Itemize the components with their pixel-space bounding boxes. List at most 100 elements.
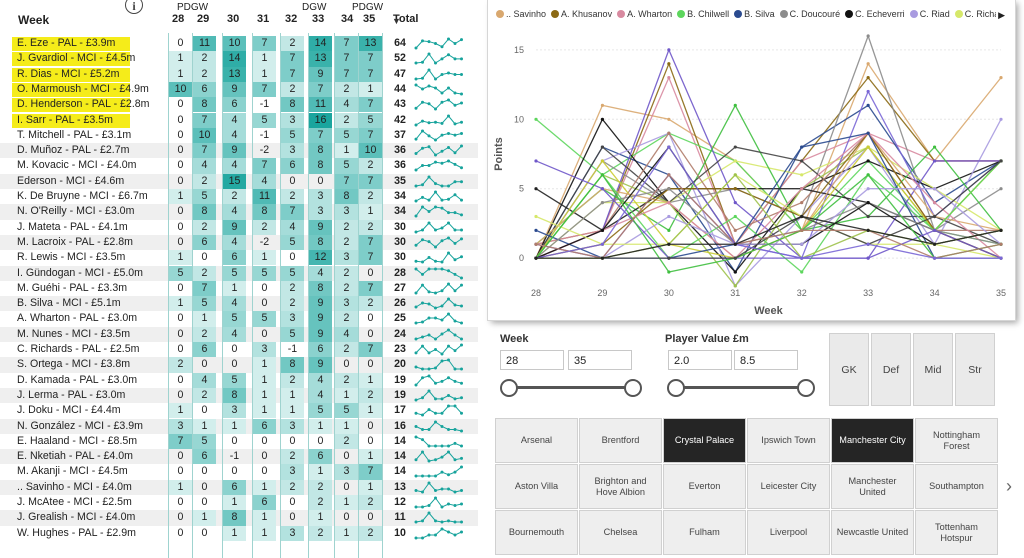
legend-item[interactable]: C. Echeverri <box>845 9 905 19</box>
week-header-34[interactable]: 34 <box>341 13 354 25</box>
table-row[interactable]: I. Gündogan - MCI - £5.0m 5 2 5 5 5 4 2 0 28 <box>0 265 478 281</box>
team-button-southampton[interactable]: Southampton <box>915 464 998 509</box>
sparkline <box>414 251 463 264</box>
points-cell-w30: 4 <box>223 326 246 342</box>
team-button-aston-villa[interactable]: Aston Villa <box>495 464 578 509</box>
week-header-32[interactable]: 32 <box>285 13 298 25</box>
table-row[interactable]: C. Richards - PAL - £2.5m 0 6 0 3 -1 6 2 7 23 <box>0 342 478 358</box>
legend-item[interactable]: B. Chilwell <box>677 9 729 19</box>
total-column-header[interactable]: Total <box>393 13 419 25</box>
table-row[interactable]: W. Hughes - PAL - £2.9m 0 0 1 1 3 2 1 2 10 <box>0 525 478 541</box>
table-row[interactable]: J. Mateta - PAL - £4.1m 0 2 9 2 4 9 2 2 30 <box>0 219 478 235</box>
legend-item[interactable]: A. Khusanov <box>551 9 612 19</box>
table-row[interactable]: R. Lewis - MCI - £3.5m 1 0 6 1 0 12 3 7 30 <box>0 250 478 266</box>
team-button-brentford[interactable]: Brentford <box>579 418 662 463</box>
series-point <box>733 270 737 274</box>
series-point <box>600 159 605 163</box>
table-row[interactable]: I. Sarr - PAL - £3.5m 0 7 4 5 3 16 2 5 42 <box>0 112 478 128</box>
week-header-31[interactable]: 31 <box>257 13 270 25</box>
table-row[interactable]: O. Marmoush - MCI - £4.9m 10 6 9 7 2 7 2 1 44 <box>0 81 478 98</box>
value-min-input[interactable]: 2.0 <box>668 350 732 370</box>
legend-item[interactable]: C. Riad <box>909 9 950 19</box>
sparkline-point <box>440 184 444 188</box>
team-button-chelsea[interactable]: Chelsea <box>579 510 662 555</box>
table-row[interactable]: J. Lerma - PAL - £3.0m 0 2 8 1 1 4 1 2 19 <box>0 387 478 404</box>
legend-next-icon[interactable]: ▶ <box>998 10 1005 20</box>
week-slider-min-handle[interactable] <box>500 379 518 397</box>
value-slider-max-handle[interactable] <box>797 379 815 397</box>
team-button-manchester-city[interactable]: Manchester City <box>831 418 914 463</box>
team-button-ipswich-town[interactable]: Ipswich Town <box>747 418 830 463</box>
table-row[interactable]: E. Haaland - MCI - £8.5m 7 5 0 0 0 0 2 0 14 <box>0 433 478 450</box>
week-slider-max-handle[interactable] <box>624 379 642 397</box>
table-row[interactable]: B. Silva - MCI - £5.1m 1 5 4 0 2 9 3 2 26 <box>0 296 478 312</box>
position-def-button[interactable]: Def <box>871 333 911 406</box>
team-button-fulham[interactable]: Fulham <box>663 510 746 555</box>
sparkline-point <box>460 457 463 461</box>
team-button-manchester-united[interactable]: Manchester United <box>831 464 914 509</box>
table-row[interactable]: .. Savinho - MCI - £4.0m 1 0 6 1 2 2 0 1 13 <box>0 479 478 495</box>
position-mid-button[interactable]: Mid <box>913 333 953 406</box>
table-row[interactable]: J. McAtee - MCI - £2.5m 0 0 1 6 0 2 1 2 12 <box>0 495 478 511</box>
legend-item[interactable]: C. Doucouré <box>779 9 840 19</box>
series-point <box>733 256 737 260</box>
table-row[interactable]: Ederson - MCI - £4.6m 0 2 15 4 0 0 7 7 35 <box>0 173 478 189</box>
table-row[interactable]: E. Eze - PAL - £3.9m 0 11 10 7 2 14 7 13 64 <box>0 36 478 52</box>
points-cell-w33: 6 <box>309 342 332 358</box>
chevron-right-icon[interactable]: › <box>1006 476 1012 496</box>
team-button-bournemouth[interactable]: Bournemouth <box>495 510 578 555</box>
team-button-liverpool[interactable]: Liverpool <box>747 510 830 555</box>
table-row[interactable]: D. Henderson - PAL - £2.8m 0 8 6 -1 8 11 4 7 43 <box>0 97 478 113</box>
team-button-newcastle-united[interactable]: Newcastle United <box>831 510 914 555</box>
week-max-input[interactable]: 35 <box>568 350 632 370</box>
points-cell-w28: 1 <box>169 296 192 312</box>
table-row[interactable]: N. González - MCI - £3.9m 3 1 1 6 3 1 1 0 16 <box>0 418 478 434</box>
week-min-input[interactable]: 28 <box>500 350 564 370</box>
week-header-29[interactable]: 29 <box>197 13 210 25</box>
table-row[interactable]: J. Doku - MCI - £4.4m 1 0 3 1 1 5 5 1 17 <box>0 403 478 419</box>
week-header-28[interactable]: 28 <box>172 13 185 25</box>
week-header-30[interactable]: 30 <box>227 13 240 25</box>
table-row[interactable]: N. O'Reilly - MCI - £3.0m 0 8 4 8 7 3 3 1 34 <box>0 204 478 220</box>
table-row[interactable]: M. Guéhi - PAL - £3.3m 0 7 1 0 2 8 2 7 27 <box>0 280 478 297</box>
value-slider-track[interactable] <box>676 386 806 389</box>
team-button-leicester-city[interactable]: Leicester City <box>747 464 830 509</box>
team-button-tottenham-hotspur[interactable]: Tottenham Hotspur <box>915 510 998 555</box>
table-row[interactable]: R. Dias - MCI - £5.2m 1 2 13 1 7 9 7 7 47 <box>0 66 478 82</box>
team-button-crystal-palace[interactable]: Crystal Palace <box>663 418 746 463</box>
table-row[interactable]: K. De Bruyne - MCI - £6.7m 1 5 2 11 2 3 8 2 34 <box>0 189 478 205</box>
table-row[interactable]: T. Mitchell - PAL - £3.1m 0 10 4 -1 5 7 5 7 37 <box>0 127 478 144</box>
table-row[interactable]: J. Grealish - MCI - £4.0m 0 1 8 1 0 1 0 0 11 <box>0 510 478 526</box>
table-row[interactable]: D. Muñoz - PAL - £2.7m 0 7 9 -2 3 8 1 10 36 <box>0 143 478 159</box>
legend-item[interactable]: A. Wharton <box>617 9 672 19</box>
table-row[interactable]: J. Gvardiol - MCI - £4.5m 1 2 14 1 7 13 7 7 52 <box>0 51 478 67</box>
team-button-everton[interactable]: Everton <box>663 464 746 509</box>
value-max-input[interactable]: 8.5 <box>734 350 798 370</box>
table-row[interactable]: M. Lacroix - PAL - £2.8m 0 6 4 -2 5 8 2 7 30 <box>0 234 478 251</box>
player-name: J. Doku - MCI - £4.4m <box>17 404 121 417</box>
table-row[interactable]: M. Akanji - MCI - £4.5m 0 0 0 0 3 1 3 7 14 <box>0 464 478 480</box>
legend-item[interactable]: .. Savinho <box>496 9 546 19</box>
value-slider-min-handle[interactable] <box>667 379 685 397</box>
sparkline-point <box>427 316 431 320</box>
position-str-button[interactable]: Str <box>955 333 995 406</box>
table-row[interactable]: D. Kamada - PAL - £3.0m 0 4 5 1 2 4 2 1 19 <box>0 372 478 388</box>
week-header-35[interactable]: 35 <box>363 13 376 25</box>
legend-item[interactable]: B. Silva <box>734 9 775 19</box>
info-icon[interactable]: i <box>125 0 143 14</box>
table-row[interactable]: M. Nunes - MCI - £3.5m 0 2 4 0 5 9 4 0 24 <box>0 326 478 342</box>
legend-item[interactable]: C. Richards <box>954 9 996 19</box>
sparkline-point <box>414 230 418 234</box>
team-button-brighton-and-hove-albion[interactable]: Brighton and Hove Albion <box>579 464 662 509</box>
points-cell-w32: 5 <box>281 234 304 251</box>
week-column-header[interactable]: Week <box>18 13 50 27</box>
table-row[interactable]: A. Wharton - PAL - £3.0m 0 1 5 5 3 9 2 0 25 <box>0 311 478 327</box>
team-button-nottingham-forest[interactable]: Nottingham Forest <box>915 418 998 463</box>
team-button-arsenal[interactable]: Arsenal <box>495 418 578 463</box>
week-header-33[interactable]: 33 <box>312 13 325 25</box>
table-row[interactable]: S. Ortega - MCI - £3.8m 2 0 0 1 8 9 0 0 20 <box>0 357 478 373</box>
table-row[interactable]: E. Nketiah - PAL - £4.0m 0 6 -1 0 2 6 0 1 14 <box>0 449 478 465</box>
position-gk-button[interactable]: GK <box>829 333 869 406</box>
week-slider-track[interactable] <box>509 386 633 389</box>
table-row[interactable]: M. Kovacic - MCI - £4.0m 0 4 4 7 6 8 5 2 36 <box>0 158 478 174</box>
